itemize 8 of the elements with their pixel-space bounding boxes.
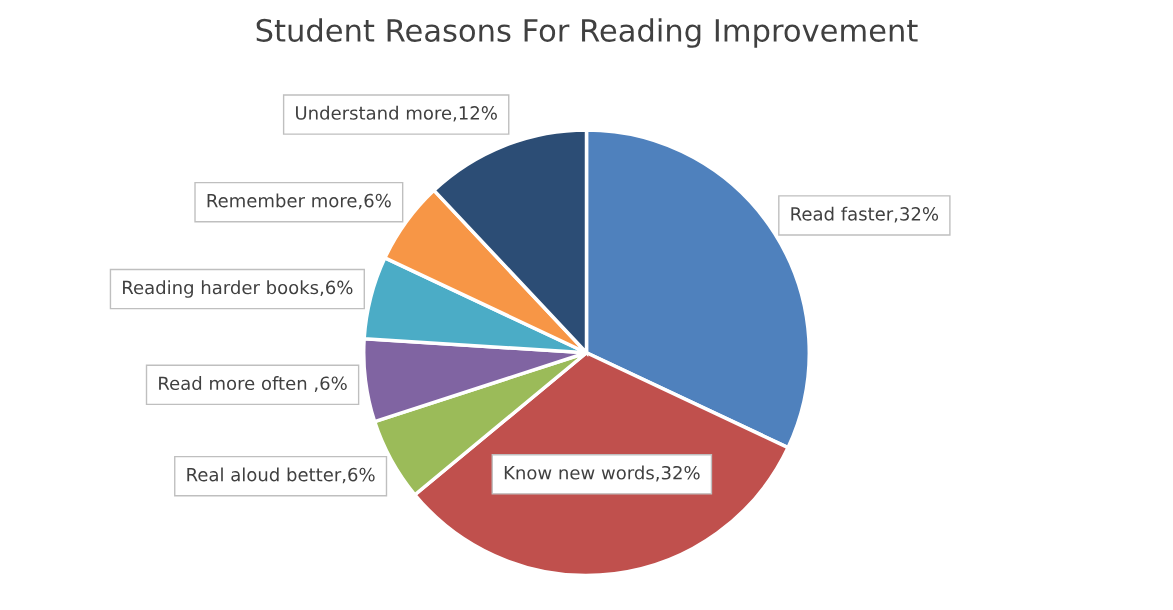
slice-label: Understand more,12% (296, 105, 497, 122)
slice-label: Read more often ,6% (159, 376, 347, 392)
slice-label: Read faster,32% (791, 206, 939, 223)
slice-label: Remember more,6% (207, 193, 391, 210)
chart-title: Student Reasons For Reading Improvement (256, 18, 918, 48)
slice-label: Reading harder books,6% (123, 280, 353, 298)
slice-label: Know new words,32% (504, 465, 700, 482)
slice-label: Real aloud better,6% (187, 467, 375, 484)
